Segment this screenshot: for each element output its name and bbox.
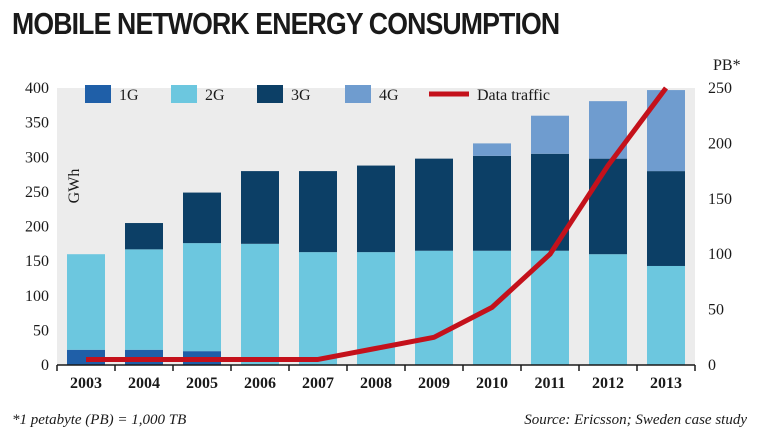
x-tick-label-2012: 2012: [592, 375, 624, 392]
chart-title: MOBILE NETWORK ENERGY CONSUMPTION: [12, 6, 560, 41]
bar-2g-2004: [125, 249, 163, 350]
source-note: Source: Ericsson; Sweden case study: [524, 412, 747, 428]
bar-layer: [67, 90, 685, 365]
x-tick-label-2008: 2008: [360, 375, 392, 392]
bar-3g-2008: [357, 165, 395, 253]
footnote: *1 petabyte (PB) = 1,000 TB: [12, 412, 187, 428]
y2-tick-label-200: 200: [708, 135, 732, 152]
bar-2g-2005: [183, 243, 221, 352]
y-tick-label-300: 300: [25, 149, 49, 166]
legend-swatch-2g: [171, 85, 197, 103]
y-tick-label-250: 250: [25, 184, 49, 201]
bar-4g-2010: [473, 143, 511, 156]
bar-4g-2011: [531, 115, 569, 154]
bar-3g-2012: [589, 158, 627, 255]
x-tick-label-2006: 2006: [244, 375, 276, 392]
bar-2g-2003: [67, 254, 105, 350]
bar-2g-2009: [415, 250, 453, 365]
x-tick-label-2009: 2009: [418, 375, 450, 392]
legend-swatch-1g: [85, 85, 111, 103]
y-tick-layer: 0 50 100 150 200 250 300 350 400: [25, 80, 49, 374]
x-tick-label-2011: 2011: [534, 375, 565, 392]
legend-label-3g: 3G: [291, 87, 311, 104]
bar-2g-2006: [241, 243, 279, 365]
y2-tick-label-50: 50: [708, 302, 724, 319]
x-tick-layer: 2003 2004 2005 2006 2007 2008 2009 2010 2011 2012…: [56, 365, 696, 392]
y-tick-label-100: 100: [25, 288, 49, 305]
y-tick-label-150: 150: [25, 253, 49, 270]
y-tick-label-350: 350: [25, 115, 49, 132]
bar-3g-2007: [299, 171, 337, 253]
data-traffic-line: [86, 86, 669, 362]
x-tick-label-2007: 2007: [302, 375, 334, 392]
y2-tick-label-150: 150: [708, 191, 732, 208]
legend-swatch-3g: [257, 85, 283, 103]
legend: 1G 2G 3G 4G Data traffic: [85, 85, 550, 104]
x-tick-label-2013: 2013: [650, 375, 682, 392]
y2-tick-layer: 0 50 100 150 200 250: [708, 80, 732, 374]
legend-swatch-4g: [345, 85, 371, 103]
bar-3g-2010: [473, 155, 511, 251]
bar-2g-2013: [647, 265, 685, 365]
legend-label-1g: 1G: [119, 87, 139, 104]
bar-3g-2006: [241, 171, 279, 244]
bar-2g-2011: [531, 250, 569, 365]
y-tick-label-200: 200: [25, 219, 49, 236]
y-tick-label-50: 50: [33, 322, 49, 339]
x-tick-label-2004: 2004: [128, 375, 160, 392]
legend-label-data-traffic: Data traffic: [477, 87, 550, 104]
y-tick-label-0: 0: [41, 357, 49, 374]
legend-label-4g: 4G: [379, 87, 399, 104]
y2-tick-label-0: 0: [708, 357, 716, 374]
x-tick-label-2003: 2003: [70, 375, 102, 392]
y-axis-label: GWh: [66, 169, 83, 204]
data-traffic-line-layer: [86, 86, 669, 362]
x-tick-label-2010: 2010: [476, 375, 508, 392]
bar-3g-2005: [183, 192, 221, 244]
bar-3g-2013: [647, 171, 685, 266]
bar-2g-2012: [589, 254, 627, 365]
y2-axis-label: PB*: [713, 57, 741, 74]
y-tick-label-400: 400: [25, 80, 49, 97]
x-tick-label-2005: 2005: [186, 375, 218, 392]
bar-3g-2009: [415, 158, 453, 251]
y2-tick-label-250: 250: [708, 80, 732, 97]
bar-3g-2004: [125, 223, 163, 250]
legend-label-2g: 2G: [205, 87, 225, 104]
bar-2g-2007: [299, 252, 337, 365]
y2-tick-label-100: 100: [708, 246, 732, 263]
